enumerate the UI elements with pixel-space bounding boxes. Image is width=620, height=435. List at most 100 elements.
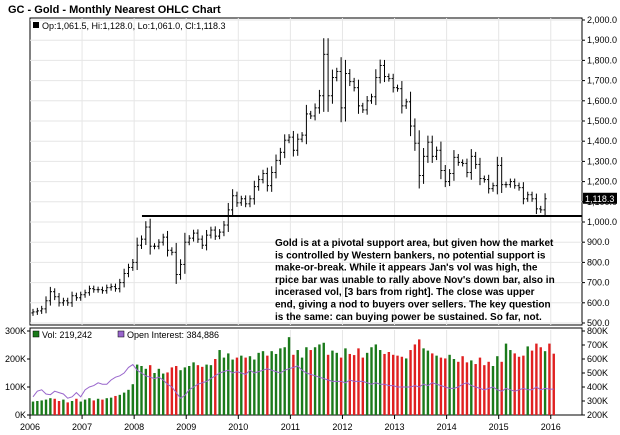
price-tick-label: 900.0 [587, 237, 610, 247]
price-legend-swatch [33, 22, 39, 28]
ohlc-bar [92, 285, 96, 293]
volume-bar [530, 350, 534, 415]
volume-bar [92, 400, 95, 415]
volume-bar [391, 354, 395, 415]
volume-bar [452, 359, 456, 415]
volume-bar [396, 355, 399, 415]
ohlc-bar [57, 293, 61, 307]
ohlc-bar [191, 229, 196, 242]
ohlc-bar [31, 308, 35, 316]
volume-bar [496, 356, 499, 415]
ohlc-bar [317, 89, 322, 114]
volume-bar [96, 398, 100, 415]
ohlc-bar [482, 175, 486, 183]
volume-bar [318, 344, 321, 415]
ohlc-bar [374, 69, 378, 106]
ohlc-bar [439, 141, 443, 180]
last-price-marker: 1,118.3 [583, 192, 617, 204]
ohlc-bar [400, 81, 404, 114]
ohlc-bar [231, 189, 235, 217]
ohlc-bar [517, 182, 521, 191]
ohlc-bar [309, 110, 313, 119]
volume-bar [144, 368, 148, 415]
volume-bar [500, 361, 503, 415]
ohlc-bar [539, 205, 543, 213]
ohlc-bar [35, 307, 39, 315]
x-tick-label: 2016 [541, 422, 561, 432]
volume-bar [435, 355, 438, 415]
volume-bar [352, 355, 356, 415]
ohlc-bar [474, 151, 478, 169]
volume-bar [240, 355, 243, 415]
ohlc-bar [378, 59, 382, 84]
open-interest-tick-label: 700K [587, 340, 608, 350]
ohlc-bar [113, 283, 118, 292]
volume-bar [114, 395, 117, 415]
volume-bar [543, 351, 547, 415]
volume-bar [127, 389, 130, 415]
ohlc-bar [222, 220, 226, 237]
volume-bar [465, 362, 469, 415]
volume-bar [40, 400, 43, 415]
ohlc-bar [326, 38, 330, 112]
volume-bar [270, 351, 273, 415]
ohlc-bar [53, 288, 57, 301]
ohlc-bar [487, 174, 491, 194]
volume-legend-text: Vol: 219,242 [42, 330, 92, 340]
volume-bar [309, 350, 312, 415]
ohlc-bar [209, 226, 213, 239]
volume-bar [374, 344, 378, 415]
volume-bar [122, 392, 126, 415]
volume-bar [170, 367, 174, 415]
annotation-line: end, giving a nod to buyers over sellers… [275, 300, 551, 311]
volume-gridlines [81, 330, 552, 414]
volume-bar [257, 352, 260, 415]
open-interest-tick-label: 500K [587, 368, 608, 378]
volume-bar [179, 370, 182, 415]
ohlc-bar [187, 235, 191, 246]
price-tick-label: 1,200.0 [587, 177, 617, 187]
ohlc-bar [521, 182, 525, 205]
volume-bar [326, 354, 330, 415]
volume-bar [313, 347, 317, 415]
volume-bar [196, 365, 200, 415]
ohlc-bar [391, 73, 395, 93]
ohlc-bar [504, 181, 508, 188]
ohlc-bar [469, 149, 473, 180]
volume-bar [387, 352, 391, 415]
price-y-axis: 2,000.0 1,900.0 1,800.0 1,700.0 1,600.0 1,500… [582, 15, 617, 328]
price-tick-label: 1,400.0 [587, 136, 617, 146]
volume-bar [161, 373, 165, 415]
volume-bar [422, 348, 425, 415]
volume-bar [235, 357, 239, 415]
ohlc-bar [526, 191, 530, 202]
price-legend-text: Op:1,061.5, Hi:1,128.0, Lo:1,061.0, Cl:1… [42, 21, 225, 31]
ohlc-bar [421, 148, 426, 184]
volume-bar [79, 401, 82, 415]
price-tick-label: 1,900.0 [587, 35, 617, 45]
ohlc-bar [165, 230, 170, 257]
annotation-line: rpice bar was unable to rally above Nov'… [275, 275, 555, 286]
volume-bar [214, 359, 217, 415]
volume-bar [153, 373, 156, 415]
volume-bar [457, 361, 460, 415]
volume-bar [305, 347, 308, 415]
volume-bar [539, 347, 542, 415]
volume-bar [478, 357, 482, 415]
volume-bar [57, 401, 61, 415]
commentary-annotation: Gold is at a pivotal support area, but g… [275, 238, 555, 323]
ohlc-bar [343, 59, 348, 122]
ohlc-bar [79, 291, 83, 301]
volume-bar [513, 353, 516, 415]
ohlc-bar [313, 103, 317, 121]
open-interest-tick-label: 800K [587, 326, 608, 336]
ohlc-bar [352, 77, 356, 92]
ohlc-bar [174, 242, 178, 284]
volume-left-axis: 300K 200K 100K 0K [5, 326, 30, 420]
ohlc-bar [430, 135, 434, 163]
volume-bar [279, 348, 282, 415]
volume-bar [131, 384, 135, 415]
volume-bar [105, 398, 108, 415]
x-axis: 2006 2007 2008 2009 2010 2011 2012 2013 2014 2015… [20, 415, 561, 432]
volume-bar [53, 398, 56, 415]
